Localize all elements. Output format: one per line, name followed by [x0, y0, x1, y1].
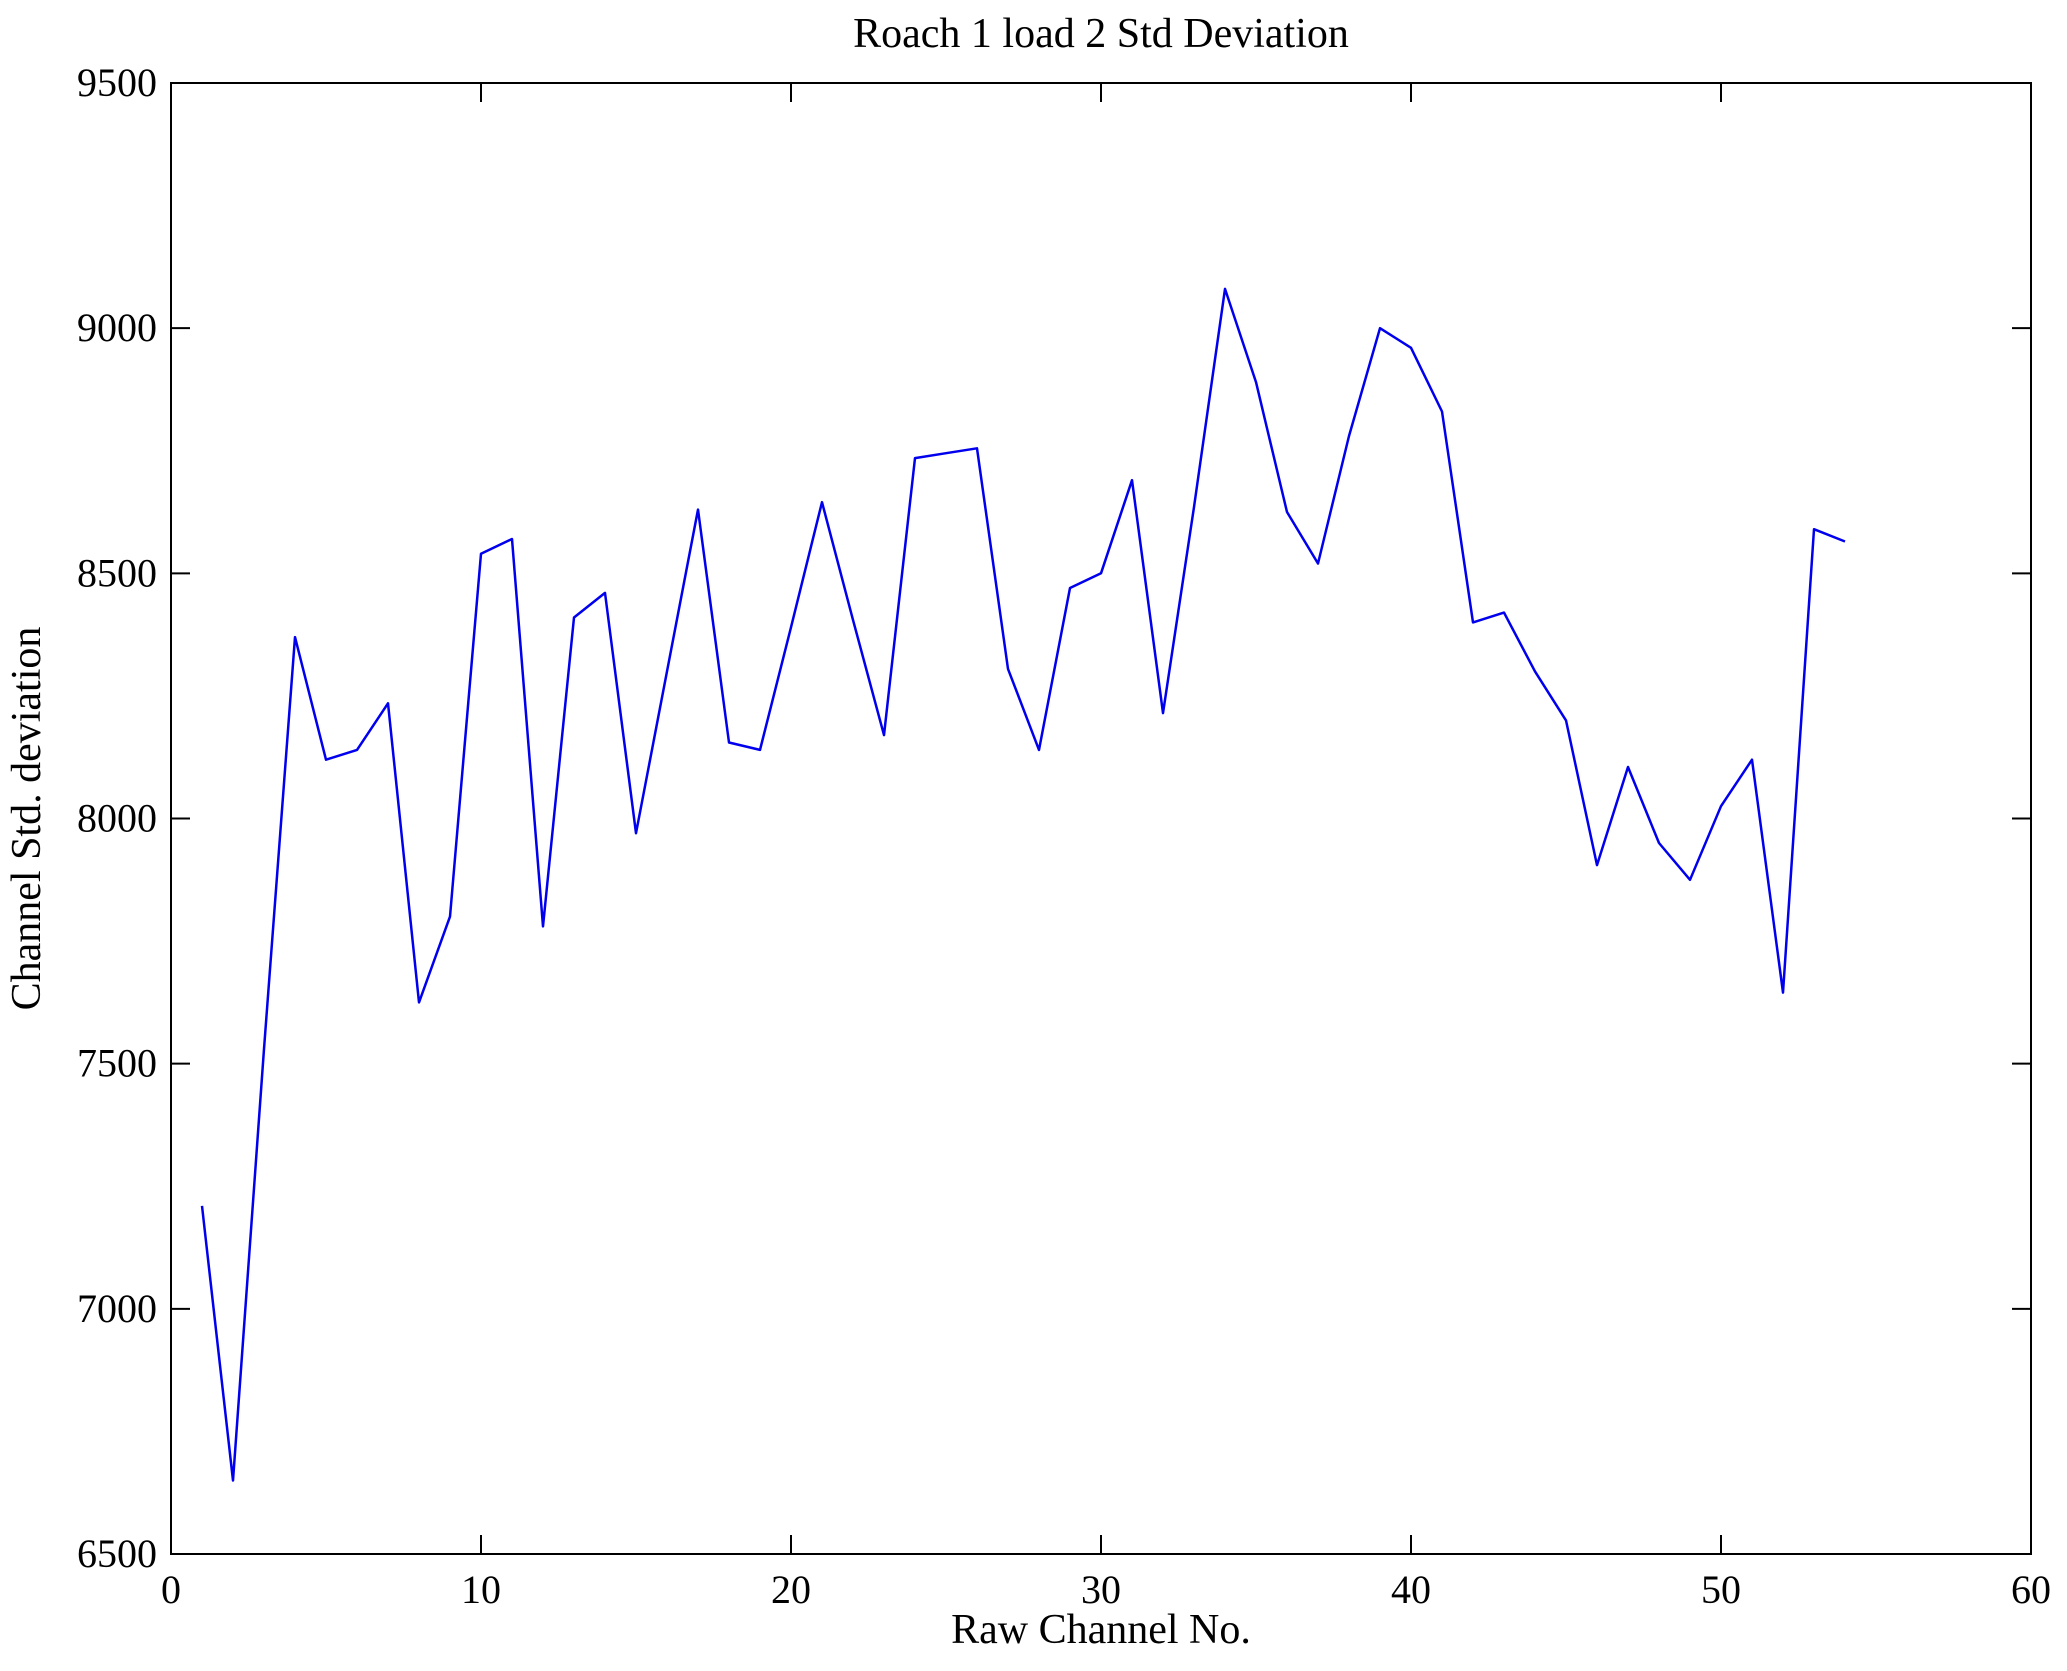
x-tick-label: 40 [1391, 1567, 1431, 1612]
y-tick-label: 9500 [77, 60, 157, 105]
x-tick-label: 10 [461, 1567, 501, 1612]
x-tick-label: 30 [1081, 1567, 1121, 1612]
axis-ticks [170, 82, 2032, 1555]
y-tick-label: 7500 [77, 1041, 157, 1086]
y-tick-label: 6500 [77, 1531, 157, 1576]
x-tick-label: 0 [161, 1567, 181, 1612]
chart-title: Roach 1 load 2 Std Deviation [853, 11, 1349, 57]
y-tick-label: 9000 [77, 305, 157, 350]
y-tick-label: 7000 [77, 1286, 157, 1331]
x-tick-label: 20 [771, 1567, 811, 1612]
data-line [200, 287, 1846, 1482]
y-tick-label: 8000 [77, 796, 157, 841]
x-axis-label: Raw Channel No. [951, 1607, 1251, 1653]
axis-tick-labels: 0 10 20 30 40 50 60 6500 7000 7500 8000 8500 9000 950… [77, 60, 2051, 1612]
x-tick-label: 50 [1701, 1567, 1741, 1612]
plot-area-border [170, 82, 2032, 1555]
y-tick-label: 8500 [77, 550, 157, 595]
y-axis-label: Channel Std. deviation [4, 627, 50, 1011]
x-tick-label: 60 [2011, 1567, 2051, 1612]
